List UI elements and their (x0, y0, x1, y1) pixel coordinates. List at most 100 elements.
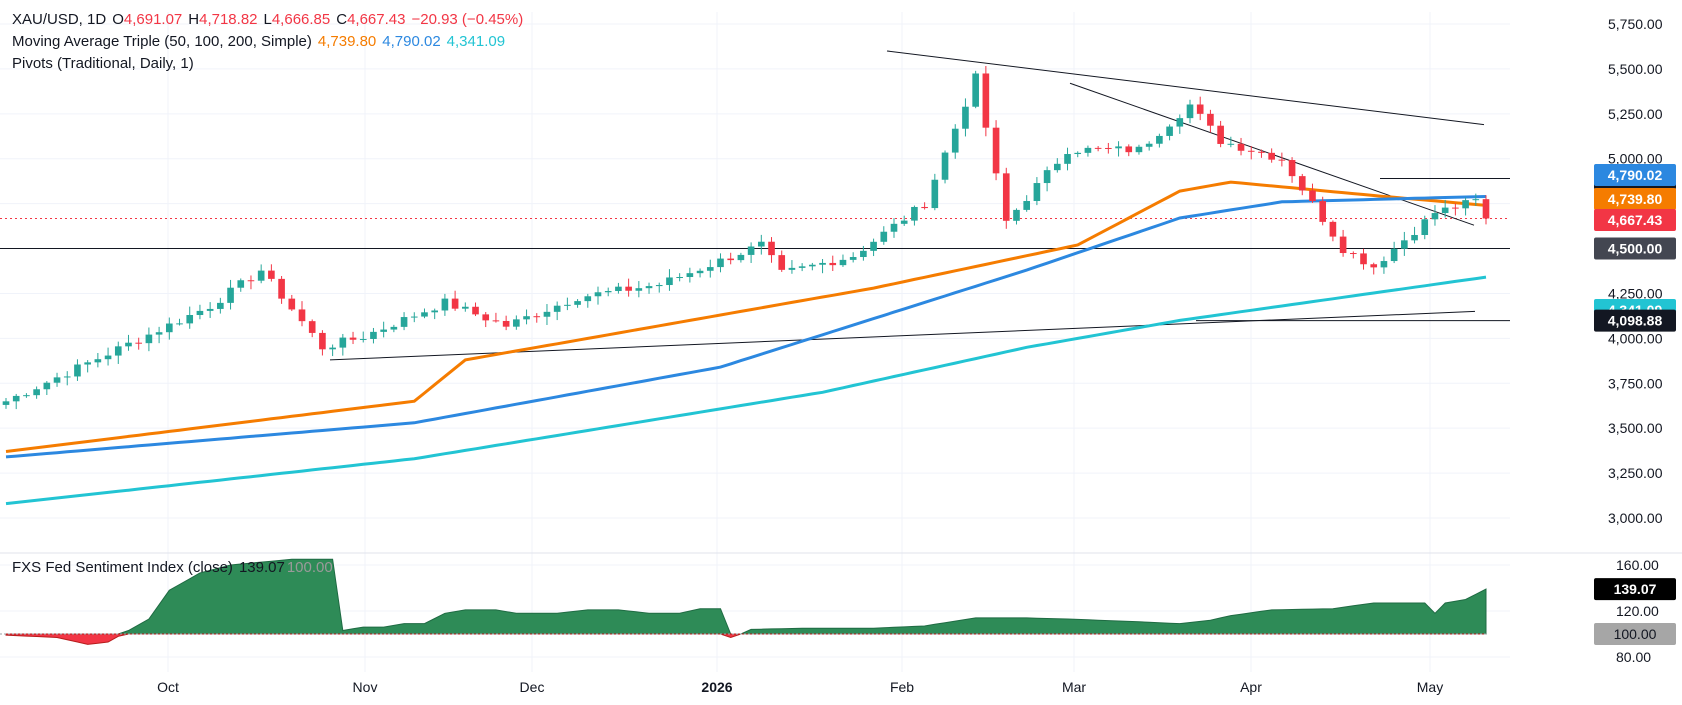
indicator-legend[interactable]: FXS Fed Sentiment Index (close) 139.07 100… (12, 558, 339, 578)
candle-body (921, 206, 928, 209)
y-tick-label: 4,000.00 (1608, 330, 1663, 346)
candle-body (951, 128, 959, 153)
price-label-text: 4,500.00 (1608, 241, 1663, 257)
y-tick-label: 160.00 (1616, 557, 1659, 573)
indicator-label-box (1594, 578, 1676, 601)
candle-body (329, 347, 336, 350)
y-tick-label: 3,500.00 (1608, 420, 1663, 436)
candle-body (176, 323, 183, 325)
candle-body (1370, 264, 1378, 268)
candle-body (676, 277, 683, 279)
candle-body (594, 292, 602, 297)
candle-body (645, 286, 653, 289)
candle-body (145, 334, 153, 344)
candle-body (12, 395, 20, 402)
candle-body (788, 267, 796, 270)
indicator-axis[interactable]: 160.00 120.00 80.00 (1616, 557, 1659, 665)
candle-body (441, 298, 449, 311)
indicator-base-box (1594, 623, 1676, 645)
candle-body (839, 259, 847, 266)
pivots-title: Pivots (Traditional, Daily, 1) (12, 55, 194, 72)
candle-body (155, 332, 163, 335)
candle-body (727, 258, 735, 261)
candle-body (206, 308, 214, 311)
price-axis[interactable]: 5,750.005,500.005,250.005,000.004,750.00… (1608, 16, 1663, 526)
candle-body (574, 301, 581, 305)
trendline (886, 50, 1485, 126)
candle-body (533, 316, 541, 318)
candle-body (186, 315, 194, 324)
candle-body (849, 257, 857, 260)
change-value: −20.93 (−0.45%) (411, 11, 524, 28)
candle-body (890, 223, 898, 232)
candle-body (798, 266, 806, 268)
candle-body (1064, 154, 1071, 164)
y-tick-label: 3,000.00 (1608, 510, 1663, 526)
y-tick-label: 120.00 (1616, 603, 1659, 619)
x-tick-label: Dec (520, 679, 545, 695)
candle-body (1360, 253, 1367, 265)
candle-body (492, 320, 500, 322)
candle-body (1380, 261, 1388, 268)
candle-body (778, 255, 786, 270)
candle-body (666, 277, 673, 286)
candle-body (1145, 143, 1153, 147)
symbol-name[interactable]: XAU/USD, 1D (12, 11, 107, 28)
candle-body (1268, 152, 1275, 160)
low-value: 4,666.85 (271, 11, 331, 28)
candle-body (482, 314, 490, 321)
y-tick-label: 4,250.00 (1608, 285, 1663, 301)
candle-body (33, 389, 40, 396)
moving-average-line (5, 195, 1487, 459)
candle-body (63, 376, 71, 378)
candle-body (390, 326, 398, 330)
price-label-box (1594, 209, 1676, 231)
high-value: 4,718.82 (199, 11, 258, 28)
candle-body (1462, 200, 1469, 209)
trendline (329, 310, 1476, 361)
candle-body (23, 395, 30, 397)
candle-body (461, 306, 469, 309)
candle-body (1339, 236, 1347, 254)
y-tick-label: 5,500.00 (1608, 61, 1663, 77)
candle-body (1074, 152, 1082, 155)
candle-body (1043, 170, 1051, 184)
sentiment-negative-area (5, 633, 1486, 645)
candle-body (1247, 150, 1255, 152)
candle-body (1053, 163, 1061, 171)
ma-legend[interactable]: Moving Average Triple (50, 100, 200, Sim… (12, 32, 511, 52)
candle-body (410, 316, 418, 318)
candle-body (1411, 234, 1418, 241)
low-label: L (263, 11, 272, 28)
candle-body (237, 280, 245, 288)
candle-body (1227, 143, 1235, 145)
candle-body (543, 311, 551, 317)
indicator-base: 100.00 (286, 559, 333, 576)
candle-body (1421, 219, 1429, 235)
open-value: 4,691.07 (123, 11, 183, 28)
candle-body (819, 262, 826, 265)
candle-body (1258, 151, 1265, 153)
candle-body (380, 329, 387, 332)
candle-body (278, 278, 285, 299)
candle-body (523, 316, 530, 320)
candle-body (717, 258, 724, 268)
candle-body (880, 231, 888, 242)
candle-body (982, 73, 990, 128)
ma-title: Moving Average Triple (50, 100, 200, Sim… (12, 33, 312, 50)
candle-body (319, 332, 326, 350)
indicator-title: FXS Fed Sentiment Index (close) (12, 559, 233, 576)
candle-body (1390, 248, 1398, 262)
candle-body (349, 337, 357, 340)
y-tick-label: 5,750.00 (1608, 16, 1663, 32)
candle-body (1288, 160, 1296, 177)
candle-body (625, 286, 632, 291)
candle-body (1094, 147, 1102, 149)
candle-body (400, 317, 408, 327)
pivots-legend[interactable]: Pivots (Traditional, Daily, 1) (12, 54, 200, 74)
candle-body (962, 106, 969, 129)
time-axis[interactable]: Oct Nov Dec 2026 Feb Mar Apr May (157, 679, 1443, 695)
high-label: H (188, 11, 200, 28)
y-tick-label: 5,000.00 (1608, 151, 1663, 167)
